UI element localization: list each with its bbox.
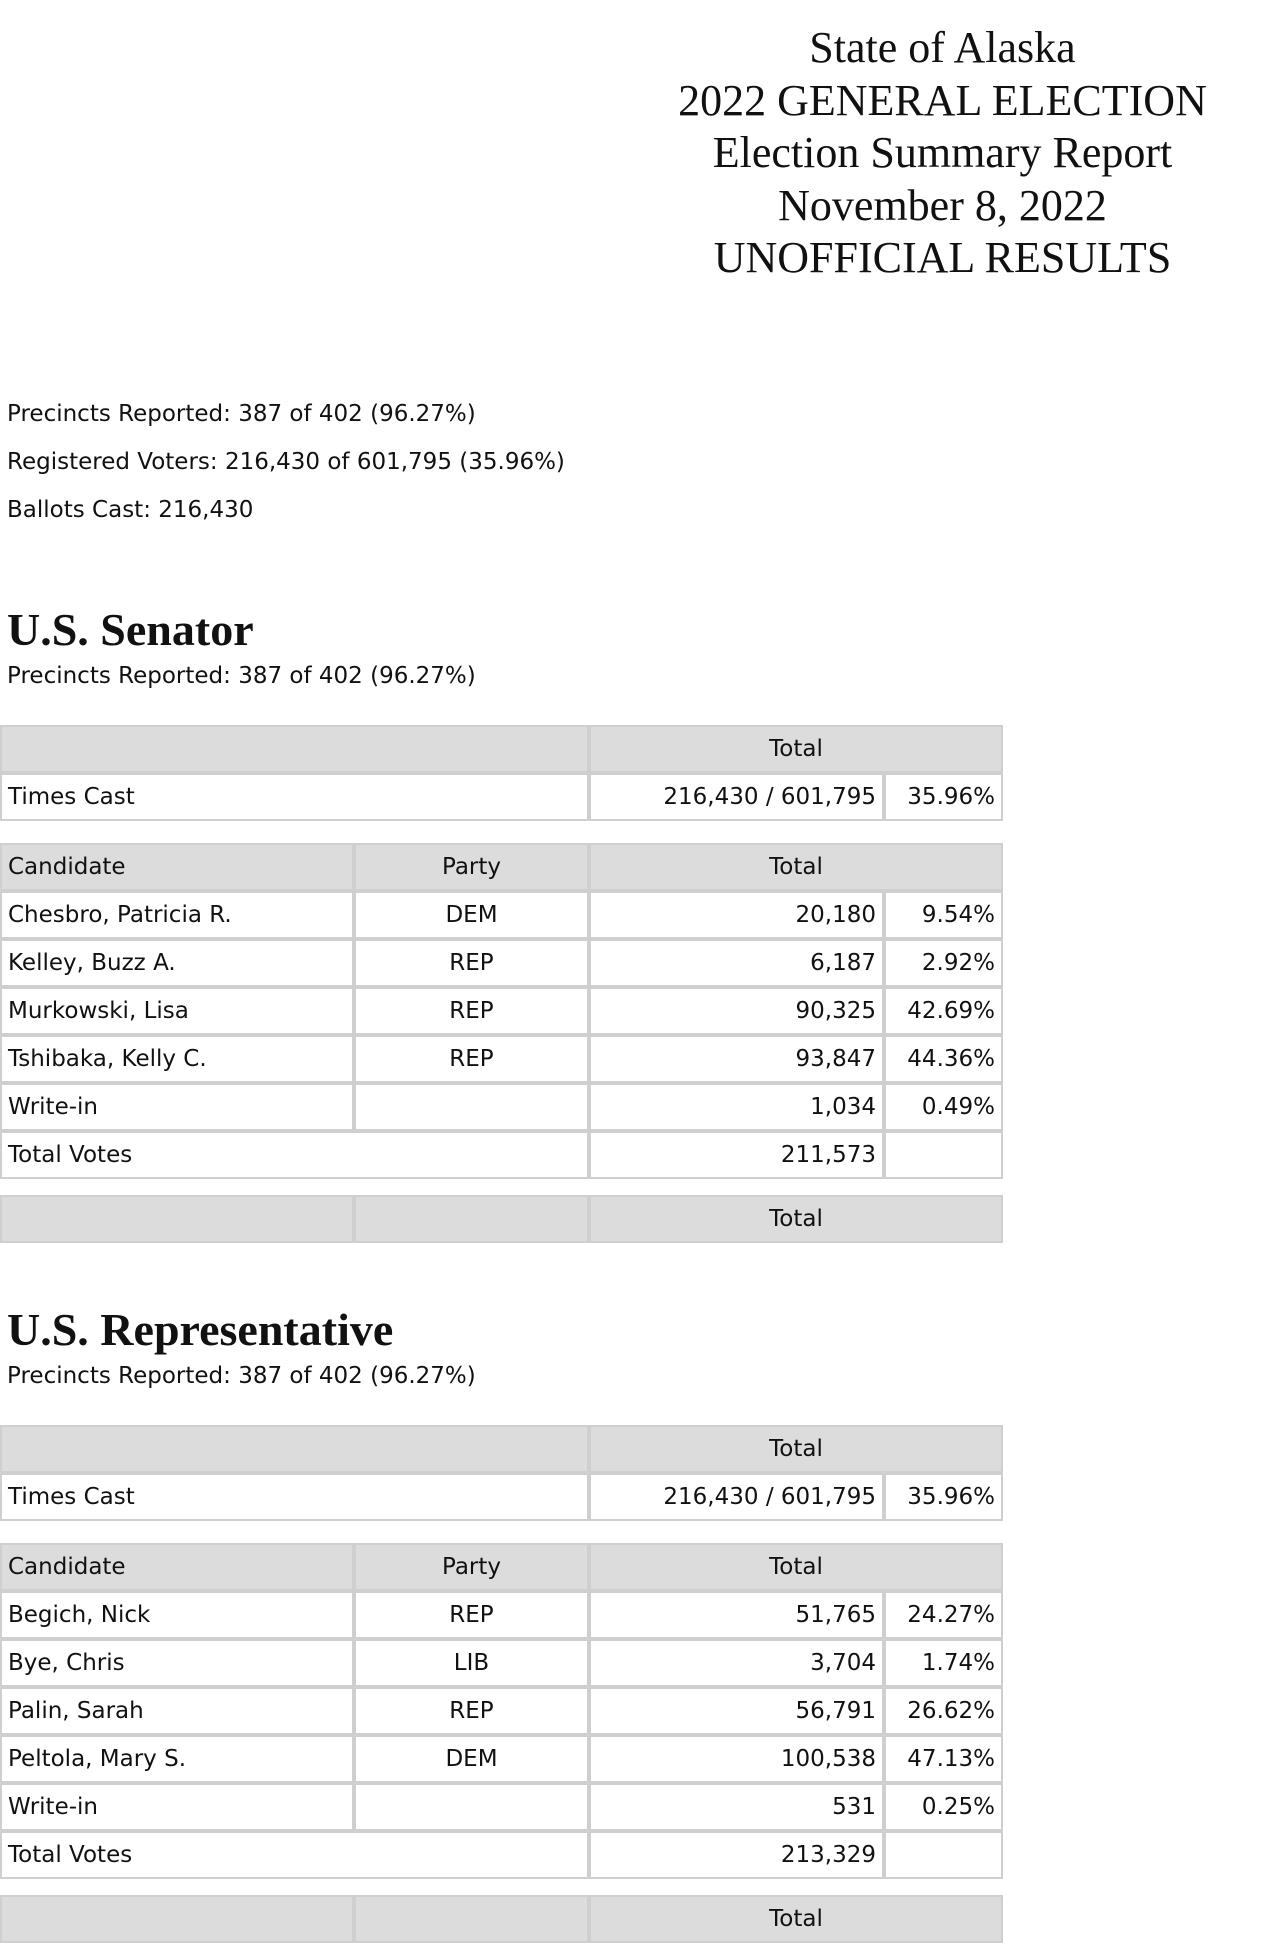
candidate-total: 1,034 [589, 1083, 884, 1131]
times-cast-table: Total Times Cast 216,430 / 601,795 35.96… [0, 1425, 1003, 1521]
times-cast-value: 216,430 / 601,795 [589, 773, 884, 821]
candidate-total: 100,538 [589, 1735, 884, 1783]
candidate-pct: 0.25% [884, 1783, 1003, 1831]
total-header: Total [589, 725, 1003, 773]
candidate-party: LIB [354, 1639, 589, 1687]
candidate-pct: 0.49% [884, 1083, 1003, 1131]
candidate-row: Write-in 531 0.25% [0, 1783, 1003, 1831]
candidate-pct: 24.27% [884, 1591, 1003, 1639]
title-line: 2022 GENERAL ELECTION [678, 75, 1207, 125]
candidate-party: REP [354, 987, 589, 1035]
candidate-name: Begich, Nick [0, 1591, 354, 1639]
party-header: Party [354, 1543, 589, 1591]
times-cast-table: Total Times Cast 216,430 / 601,795 35.96… [0, 725, 1003, 821]
candidate-pct: 47.13% [884, 1735, 1003, 1783]
candidate-party: REP [354, 1687, 589, 1735]
candidate-party: REP [354, 939, 589, 987]
candidate-name: Kelley, Buzz A. [0, 939, 354, 987]
candidate-total: 6,187 [589, 939, 884, 987]
candidate-pct: 2.92% [884, 939, 1003, 987]
times-cast-value: 216,430 / 601,795 [589, 1473, 884, 1521]
title-line: UNOFFICIAL RESULTS [713, 233, 1172, 282]
party-header: Party [354, 843, 589, 891]
report-title: State of Alaska 2022 GENERAL ELECTION El… [640, 22, 1245, 285]
total-votes-value: 213,329 [589, 1831, 884, 1879]
times-cast-label: Times Cast [0, 1473, 589, 1521]
candidate-total: 90,325 [589, 987, 884, 1035]
candidate-row: Chesbro, Patricia R. DEM 20,180 9.54% [0, 891, 1003, 939]
candidate-header: Candidate [0, 1543, 354, 1591]
candidate-header: Candidate [0, 843, 354, 891]
candidate-row: Begich, Nick REP 51,765 24.27% [0, 1591, 1003, 1639]
footer-table: Total [0, 1195, 1003, 1243]
total-header: Total [589, 1543, 1003, 1591]
candidate-name: Tshibaka, Kelly C. [0, 1035, 354, 1083]
total-votes-label: Total Votes [0, 1131, 589, 1179]
candidate-total: 93,847 [589, 1035, 884, 1083]
candidates-table: Candidate Party Total Chesbro, Patricia … [0, 843, 1003, 1179]
candidate-total: 56,791 [589, 1687, 884, 1735]
times-cast-label: Times Cast [0, 773, 589, 821]
candidate-pct: 44.36% [884, 1035, 1003, 1083]
title-line: November 8, 2022 [778, 180, 1107, 230]
candidate-pct: 9.54% [884, 891, 1003, 939]
title-line: State of Alaska [809, 23, 1076, 72]
candidate-party: DEM [354, 891, 589, 939]
candidate-row: Write-in 1,034 0.49% [0, 1083, 1003, 1131]
candidate-row: Kelley, Buzz A. REP 6,187 2.92% [0, 939, 1003, 987]
candidate-row: Peltola, Mary S. DEM 100,538 47.13% [0, 1735, 1003, 1783]
candidate-party [354, 1083, 589, 1131]
candidate-name: Chesbro, Patricia R. [0, 891, 354, 939]
race-precincts: Precincts Reported: 387 of 402 (96.27%) [7, 1363, 476, 1389]
candidate-party [354, 1783, 589, 1831]
registered-voters: Registered Voters: 216,430 of 601,795 (3… [7, 449, 565, 475]
title-line: Election Summary Report [712, 128, 1173, 177]
total-header: Total [589, 1195, 1003, 1243]
candidate-row: Murkowski, Lisa REP 90,325 42.69% [0, 987, 1003, 1035]
candidate-name: Peltola, Mary S. [0, 1735, 354, 1783]
total-header: Total [589, 1895, 1003, 1943]
candidate-total: 531 [589, 1783, 884, 1831]
candidate-name: Bye, Chris [0, 1639, 354, 1687]
candidate-party: REP [354, 1591, 589, 1639]
candidate-name: Murkowski, Lisa [0, 987, 354, 1035]
times-cast-pct: 35.96% [884, 773, 1003, 821]
candidate-row: Tshibaka, Kelly C. REP 93,847 44.36% [0, 1035, 1003, 1083]
candidate-party: DEM [354, 1735, 589, 1783]
candidate-row: Bye, Chris LIB 3,704 1.74% [0, 1639, 1003, 1687]
total-votes-label: Total Votes [0, 1831, 589, 1879]
candidate-row: Palin, Sarah REP 56,791 26.62% [0, 1687, 1003, 1735]
race-title: U.S. Representative [7, 1304, 394, 1355]
candidate-name: Write-in [0, 1083, 354, 1131]
precincts-reported: Precincts Reported: 387 of 402 (96.27%) [7, 401, 476, 427]
candidate-name: Palin, Sarah [0, 1687, 354, 1735]
race-title: U.S. Senator [7, 604, 254, 655]
candidate-total: 20,180 [589, 891, 884, 939]
candidate-total: 51,765 [589, 1591, 884, 1639]
ballots-cast: Ballots Cast: 216,430 [7, 497, 254, 523]
race-precincts: Precincts Reported: 387 of 402 (96.27%) [7, 663, 476, 689]
candidate-total: 3,704 [589, 1639, 884, 1687]
candidates-table: Candidate Party Total Begich, Nick REP 5… [0, 1543, 1003, 1879]
footer-table: Total [0, 1895, 1003, 1943]
candidate-party: REP [354, 1035, 589, 1083]
candidate-pct: 1.74% [884, 1639, 1003, 1687]
candidate-name: Write-in [0, 1783, 354, 1831]
total-header: Total [589, 843, 1003, 891]
total-header: Total [589, 1425, 1003, 1473]
total-votes-value: 211,573 [589, 1131, 884, 1179]
candidate-pct: 42.69% [884, 987, 1003, 1035]
times-cast-pct: 35.96% [884, 1473, 1003, 1521]
candidate-pct: 26.62% [884, 1687, 1003, 1735]
